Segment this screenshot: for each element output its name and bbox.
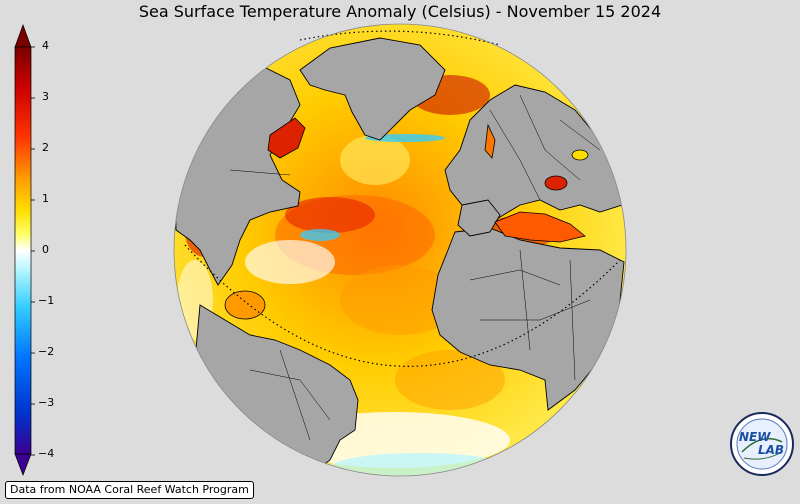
greenland bbox=[299, 37, 446, 141]
data-credit: Data from NOAA Coral Reef Watch Program bbox=[5, 481, 254, 499]
colorbar-tick-label: −4 bbox=[38, 447, 55, 460]
colorbar-tick-label: −1 bbox=[38, 294, 55, 307]
baltic-sea bbox=[484, 123, 496, 159]
lab-logo: NEW LAB bbox=[730, 412, 794, 476]
gulf-of-mexico bbox=[224, 290, 266, 320]
colorbar-tick-label: −2 bbox=[38, 345, 55, 358]
country-borders bbox=[229, 94, 601, 441]
colorbar-bottom-arrow bbox=[14, 453, 32, 476]
caspian-sea bbox=[571, 149, 589, 161]
map-title: Sea Surface Temperature Anomaly (Celsius… bbox=[138, 2, 662, 21]
colorbar-tick-label: 2 bbox=[42, 141, 49, 154]
colorbar-graphic bbox=[14, 23, 35, 476]
logo-graphic bbox=[730, 412, 794, 476]
colorbar-tick-label: 0 bbox=[42, 243, 49, 256]
logo-text-a: NEW bbox=[739, 430, 771, 444]
colorbar-tick-label: 4 bbox=[42, 39, 49, 52]
black-sea bbox=[544, 175, 568, 191]
logo-text-b: LAB bbox=[758, 443, 785, 457]
hudson-bay bbox=[267, 117, 306, 159]
colorbar-tick-label: 1 bbox=[42, 192, 49, 205]
africa bbox=[431, 227, 625, 411]
iberia bbox=[457, 199, 501, 237]
colorbar-tick-label: 3 bbox=[42, 90, 49, 103]
land-masses bbox=[174, 37, 625, 476]
tropic-line bbox=[184, 244, 621, 367]
colorbar-tick-label: −3 bbox=[38, 396, 55, 409]
arctic-circle-line bbox=[299, 30, 501, 46]
mediterranean-sea bbox=[494, 211, 586, 243]
globe-outline bbox=[173, 23, 627, 477]
colorbar: 4 3 2 1 0 −1 −2 −3 −4 bbox=[0, 0, 70, 500]
